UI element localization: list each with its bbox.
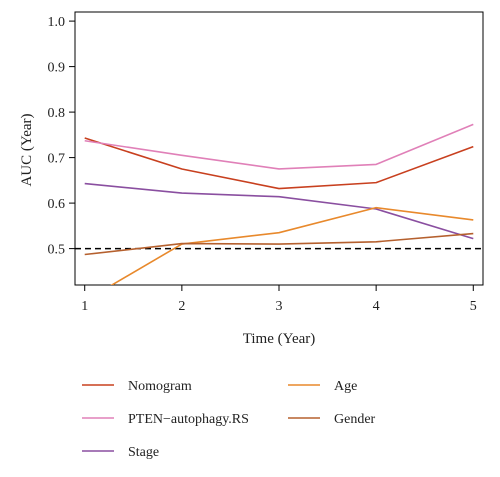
- y-tick-label: 0.7: [48, 152, 66, 167]
- legend-label: Nomogram: [128, 379, 192, 394]
- y-tick-label: 1.0: [48, 15, 66, 30]
- series-line-stage: [84, 182, 474, 240]
- legend-label: Gender: [334, 412, 376, 427]
- x-tick-label: 3: [276, 299, 283, 314]
- x-tick-label: 4: [373, 299, 380, 314]
- series-line-pten-autophagy-rs: [84, 123, 474, 170]
- x-axis-label: Time (Year): [243, 331, 316, 347]
- legend-label: Age: [334, 379, 357, 394]
- x-tick-label: 2: [178, 299, 185, 314]
- x-tick-label: 5: [470, 299, 477, 314]
- y-tick-label: 0.8: [48, 106, 66, 121]
- y-tick-label: 0.6: [48, 197, 66, 212]
- legend-label: PTEN−autophagy.RS: [128, 412, 249, 427]
- x-axis: 1 2 3 4 5: [81, 285, 477, 314]
- y-axis: 0.5 0.6 0.7 0.8 0.9 1.0: [48, 15, 75, 258]
- y-axis-label: AUC (Year): [19, 113, 35, 186]
- y-tick-label: 0.9: [48, 61, 66, 76]
- series-line-gender: [84, 232, 474, 256]
- x-tick-label: 1: [81, 299, 88, 314]
- legend: Nomogram PTEN−autophagy.RS Stage Age Gender: [82, 379, 376, 460]
- series-lines: [84, 123, 474, 285]
- y-tick-label: 0.5: [48, 243, 66, 258]
- legend-label: Stage: [128, 445, 159, 460]
- series-line-nomogram: [84, 137, 474, 190]
- series-line-age: [110, 206, 474, 285]
